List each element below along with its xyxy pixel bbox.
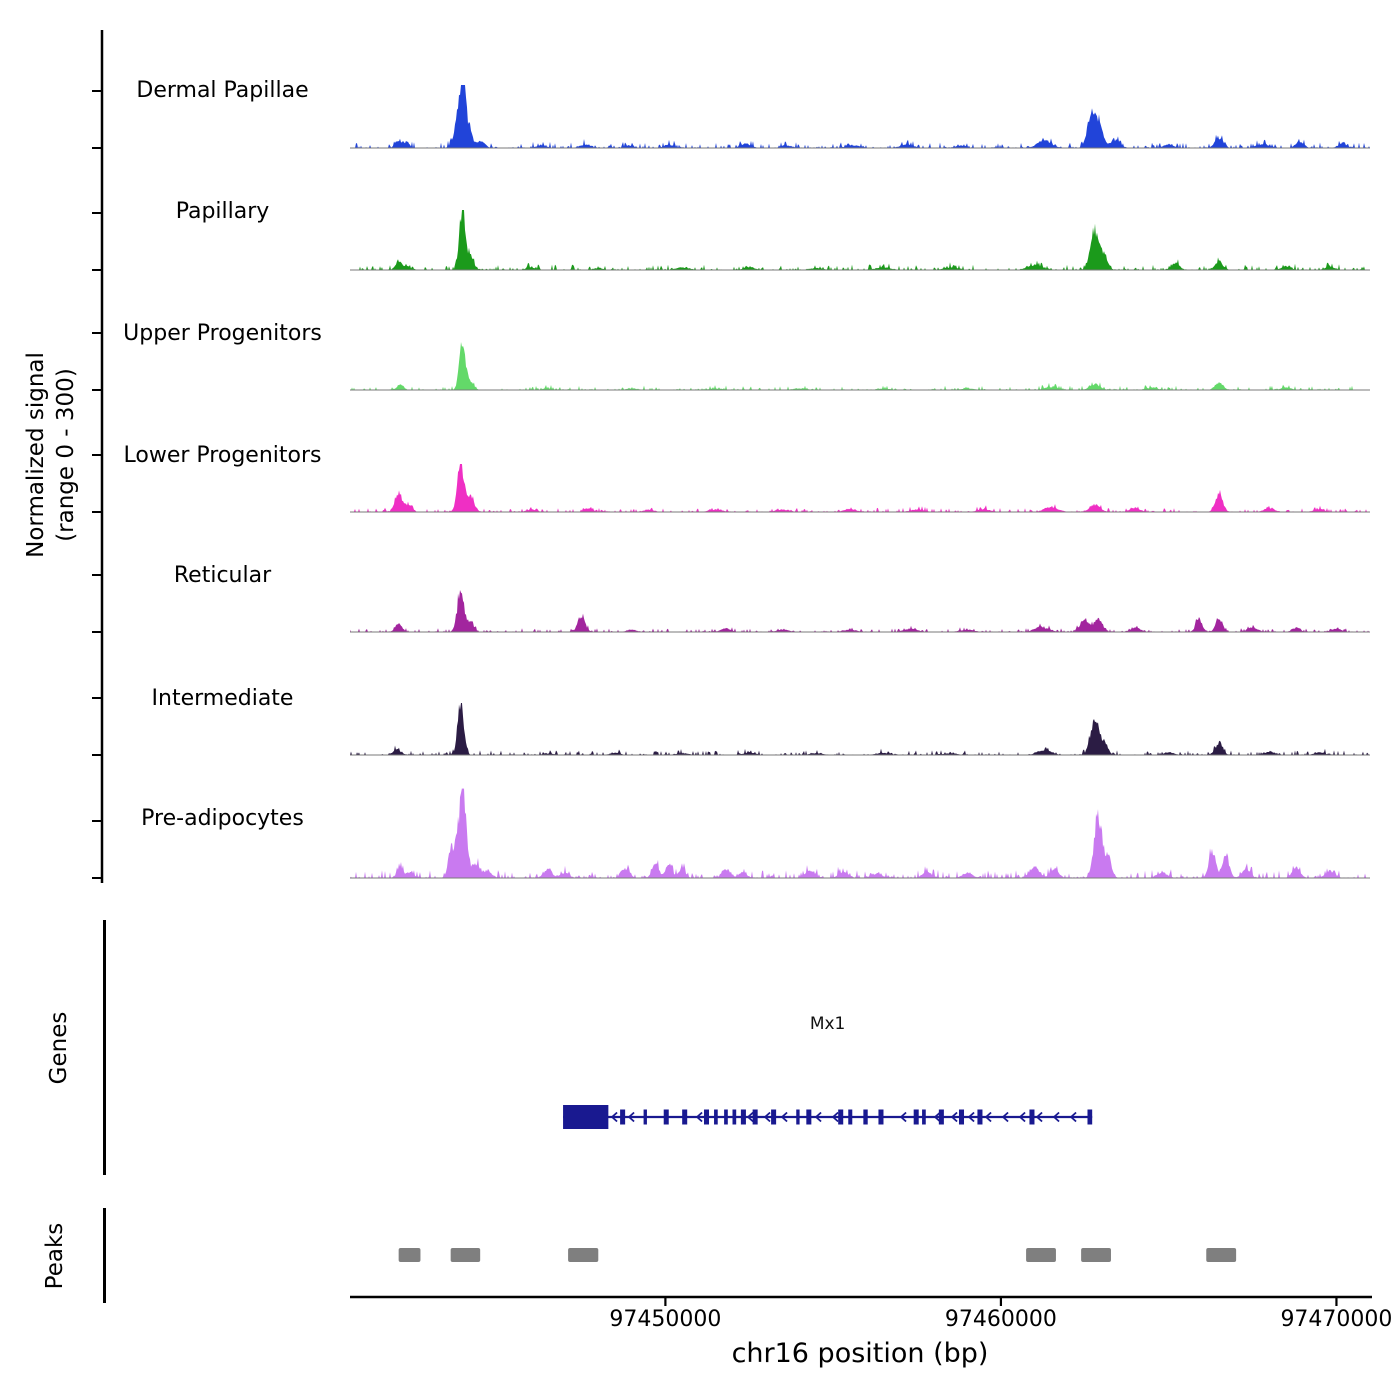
gene-strand-arrow <box>933 1111 941 1123</box>
y-axis-label-line2: (range 0 - 300) <box>52 368 79 542</box>
gene-exon <box>682 1109 688 1125</box>
peak-region <box>1026 1248 1056 1262</box>
gene-strand-arrow <box>1018 1111 1026 1123</box>
genes-axis-label: Genes <box>46 1011 72 1085</box>
peaks-axis-line <box>103 1208 106 1303</box>
gene-exon <box>958 1109 965 1125</box>
peak-region <box>1081 1248 1111 1262</box>
x-tick-label: 97460000 <box>944 1307 1057 1332</box>
gene-exon <box>977 1109 983 1125</box>
gene-exon <box>740 1109 746 1125</box>
signal-area-6 <box>350 788 1370 878</box>
gene-exon <box>752 1109 758 1125</box>
gene-exon <box>863 1109 868 1125</box>
gene-strand-arrow <box>967 1111 975 1123</box>
x-axis <box>350 1295 1372 1306</box>
gene-exon <box>724 1109 728 1125</box>
gene-strand-arrow <box>695 1111 703 1123</box>
gene-strand-arrow <box>1069 1111 1077 1123</box>
signal-area-2 <box>350 342 1370 390</box>
gene-exon <box>714 1109 718 1125</box>
gene-exon <box>913 1109 919 1125</box>
signal-area-0 <box>350 85 1370 148</box>
gene-strand-arrow <box>984 1111 992 1123</box>
track-label-pre-adipocytes: Pre-adipocytes <box>141 806 304 831</box>
gene-exon <box>1029 1109 1035 1125</box>
gene-exon <box>838 1109 844 1125</box>
gene-exon <box>796 1109 800 1125</box>
track-label-reticular: Reticular <box>173 563 272 588</box>
gene-strand-arrow <box>831 1111 839 1123</box>
gene-strand-arrow <box>1001 1111 1009 1123</box>
gene-strand-arrow <box>627 1111 635 1123</box>
gene-exon <box>771 1109 777 1125</box>
signal-tracks-plot <box>350 85 1370 879</box>
x-tick-label: 97450000 <box>609 1307 722 1332</box>
gene-strand-arrow <box>899 1111 907 1123</box>
track-label-intermediate: Intermediate <box>151 686 294 711</box>
y-axis-label: Normalized signal (range 0 - 300) <box>22 255 82 655</box>
gene-exon <box>848 1109 853 1125</box>
gene-strand-arrow <box>950 1111 958 1123</box>
gene-exon <box>563 1105 609 1129</box>
peak-region <box>398 1248 421 1262</box>
gene-strand-arrow <box>1035 1111 1043 1123</box>
gene-exon <box>938 1109 944 1125</box>
gene-strand-arrow <box>1052 1111 1060 1123</box>
gene-exon <box>878 1109 884 1125</box>
gene-name-label: Mx1 <box>809 1014 846 1034</box>
y-axis-label-line1: Normalized signal <box>23 352 49 558</box>
x-tick-label: 97470000 <box>1280 1307 1393 1332</box>
x-axis-title: chr16 position (bp) <box>731 1338 989 1369</box>
peak-region <box>450 1248 481 1262</box>
signal-area-1 <box>350 210 1370 270</box>
track-label-papillary: Papillary <box>175 199 270 224</box>
gene-strand-arrow <box>746 1111 754 1123</box>
gene-strand-arrow <box>780 1111 788 1123</box>
track-label-dermal-papillae: Dermal Papillae <box>136 78 309 103</box>
gene-strand-arrow <box>610 1111 618 1123</box>
gene-track-plot <box>563 1105 1093 1129</box>
gene-exon <box>703 1109 710 1125</box>
gene-exon <box>620 1109 626 1125</box>
peaks-axis-label: Peaks <box>42 1222 68 1290</box>
track-label-upper-progenitors: Upper Progenitors <box>123 321 322 346</box>
gene-strand-arrow <box>814 1111 822 1123</box>
gene-strand-arrow <box>763 1111 771 1123</box>
gene-exon <box>1087 1109 1093 1125</box>
signal-area-5 <box>350 703 1370 755</box>
peak-region <box>1206 1248 1237 1262</box>
gene-exon <box>922 1109 926 1125</box>
gene-exon <box>663 1109 669 1125</box>
gene-exon <box>643 1109 647 1125</box>
gene-exon <box>732 1109 737 1125</box>
genes-axis-line <box>103 920 106 1175</box>
signal-area-4 <box>350 590 1370 632</box>
y-axis <box>92 30 104 883</box>
peaks-track-plot <box>398 1248 1237 1262</box>
gene-exon <box>806 1109 812 1125</box>
peak-region <box>568 1248 599 1262</box>
track-label-lower-progenitors: Lower Progenitors <box>123 443 322 468</box>
signal-area-3 <box>350 464 1370 512</box>
